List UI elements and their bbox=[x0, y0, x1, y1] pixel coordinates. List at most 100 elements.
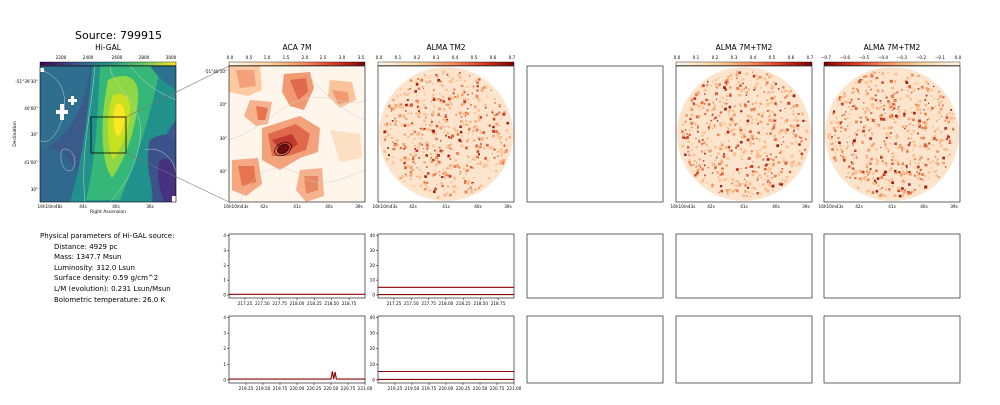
empty-spectrum-panel bbox=[526, 233, 664, 299]
noise-pixel bbox=[753, 170, 756, 173]
noise-pixel bbox=[938, 139, 942, 143]
noise-pixel bbox=[773, 95, 776, 99]
noise-pixel bbox=[733, 180, 736, 183]
noise-pixel bbox=[790, 164, 794, 167]
almatm2-cbar-tick: 0.0 bbox=[376, 55, 383, 60]
noise-pixel bbox=[692, 153, 696, 157]
noise-pixel bbox=[499, 159, 502, 163]
noise-pixel bbox=[756, 192, 759, 195]
noise-pixel bbox=[729, 94, 732, 97]
noise-pixel bbox=[750, 165, 754, 168]
noise-pixel bbox=[459, 72, 461, 74]
noise-pixel bbox=[432, 129, 435, 133]
noise-pixel bbox=[698, 164, 701, 167]
noise-pixel bbox=[412, 155, 415, 158]
noise-pixel bbox=[416, 101, 420, 104]
noise-pixel bbox=[447, 136, 451, 139]
noise-pixel bbox=[924, 148, 926, 150]
noise-pixel bbox=[767, 169, 769, 171]
noise-pixel bbox=[771, 119, 774, 123]
noise-pixel bbox=[394, 149, 396, 151]
noise-pixel bbox=[759, 86, 762, 89]
noise-pixel bbox=[946, 114, 948, 116]
y-tick-label: 1 bbox=[223, 362, 226, 367]
noise-pixel bbox=[909, 141, 911, 144]
noise-pixel bbox=[449, 164, 452, 167]
higal-cbar-tick: 2400 bbox=[83, 55, 94, 60]
noise-pixel bbox=[742, 82, 744, 85]
noise-pixel bbox=[728, 188, 731, 191]
noise-pixel bbox=[778, 174, 780, 177]
noise-pixel bbox=[896, 114, 900, 118]
noise-pixel bbox=[773, 134, 776, 137]
noise-pixel bbox=[876, 177, 880, 180]
noise-pixel bbox=[465, 119, 468, 122]
alma7mtm2-neg-noise bbox=[827, 71, 955, 198]
noise-pixel bbox=[855, 184, 857, 187]
noise-pixel bbox=[385, 136, 387, 138]
noise-pixel bbox=[934, 156, 937, 158]
noise-pixel bbox=[897, 155, 899, 157]
alma7mtm2-neg-cbar-tick: −0.4 bbox=[878, 55, 889, 60]
noise-pixel bbox=[738, 185, 740, 188]
aca7m-cbar-tick: 2.5 bbox=[320, 55, 327, 60]
noise-pixel bbox=[865, 93, 868, 96]
noise-pixel bbox=[394, 107, 396, 109]
noise-pixel bbox=[453, 148, 455, 150]
noise-pixel bbox=[416, 167, 418, 169]
noise-pixel bbox=[495, 122, 499, 126]
noise-pixel bbox=[726, 79, 729, 82]
noise-pixel bbox=[725, 102, 728, 105]
noise-pixel bbox=[726, 130, 730, 134]
noise-pixel bbox=[434, 75, 436, 77]
noise-pixel bbox=[764, 152, 766, 154]
noise-pixel bbox=[410, 133, 413, 136]
noise-pixel bbox=[906, 166, 908, 169]
noise-pixel bbox=[900, 189, 903, 193]
noise-pixel bbox=[872, 181, 875, 184]
noise-pixel bbox=[724, 88, 727, 91]
noise-pixel bbox=[714, 159, 716, 162]
noise-pixel bbox=[446, 173, 449, 177]
noise-pixel bbox=[728, 148, 731, 151]
parameters-header: Physical parameters of Hi-GAL source: bbox=[40, 232, 175, 240]
noise-pixel bbox=[882, 173, 886, 176]
noise-pixel bbox=[919, 185, 921, 187]
noise-pixel bbox=[939, 141, 942, 144]
noise-pixel bbox=[915, 103, 918, 106]
noise-pixel bbox=[903, 114, 906, 118]
noise-pixel bbox=[875, 158, 878, 161]
noise-pixel bbox=[846, 101, 849, 104]
noise-pixel bbox=[686, 136, 689, 139]
noise-pixel bbox=[917, 75, 920, 77]
noise-pixel bbox=[840, 126, 843, 129]
noise-pixel bbox=[424, 123, 427, 126]
noise-pixel bbox=[877, 102, 879, 104]
noise-pixel bbox=[429, 129, 433, 132]
noise-pixel bbox=[909, 123, 912, 125]
noise-pixel bbox=[801, 112, 804, 115]
noise-pixel bbox=[922, 127, 924, 129]
noise-pixel bbox=[714, 165, 717, 169]
noise-pixel bbox=[475, 130, 477, 132]
noise-pixel bbox=[864, 75, 868, 78]
noise-pixel bbox=[456, 152, 459, 155]
noise-pixel bbox=[501, 151, 504, 153]
noise-pixel bbox=[750, 108, 753, 111]
noise-pixel bbox=[780, 101, 782, 103]
noise-pixel bbox=[882, 117, 886, 121]
noise-pixel bbox=[413, 185, 415, 187]
noise-pixel bbox=[852, 105, 854, 107]
noise-pixel bbox=[437, 81, 439, 83]
noise-pixel bbox=[769, 162, 772, 165]
noise-pixel bbox=[723, 102, 726, 105]
zoom-connector-top bbox=[125, 65, 230, 118]
noise-pixel bbox=[905, 164, 908, 167]
noise-pixel bbox=[473, 112, 476, 115]
noise-pixel bbox=[753, 187, 756, 190]
noise-pixel bbox=[780, 142, 782, 144]
noise-pixel bbox=[498, 111, 501, 114]
alma7mtm2-neg-xtick: 16h10m43s bbox=[819, 204, 844, 209]
noise-pixel bbox=[695, 170, 698, 173]
noise-pixel bbox=[720, 159, 723, 162]
